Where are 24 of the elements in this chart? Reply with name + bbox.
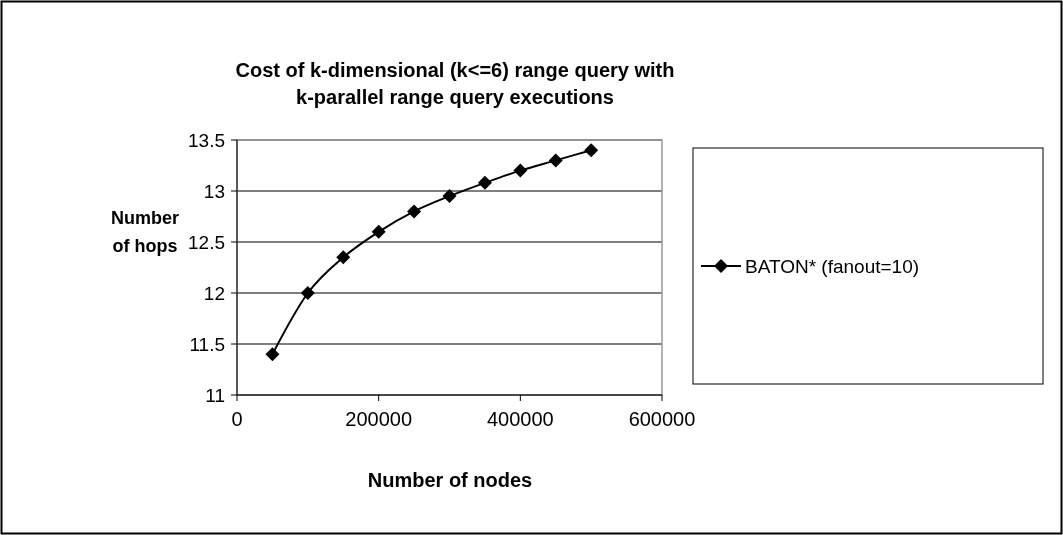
point — [584, 143, 599, 158]
legend-label: BATON* (fanout=10) — [745, 256, 920, 277]
point — [300, 286, 315, 300]
y-tick-label: 11 — [205, 385, 225, 406]
y-tick-label: 12.5 — [188, 232, 225, 253]
x-tick-label: 0 — [231, 408, 243, 430]
y-tick-label: 13.5 — [188, 130, 225, 151]
point — [442, 189, 457, 204]
x-axis-title: Number of nodes — [367, 469, 533, 491]
point — [548, 153, 563, 168]
point — [336, 250, 351, 265]
x-tick-label: 200000 — [345, 408, 413, 430]
point — [265, 347, 280, 362]
point — [407, 204, 422, 219]
point — [513, 163, 528, 178]
chart-title: Cost of k-dimensional (k<=6) range query with k-parallel range query executions — [235, 59, 675, 108]
point — [477, 175, 492, 190]
y-tick-label: 12 — [203, 283, 225, 304]
point — [371, 224, 386, 239]
y-tick-label: 13 — [203, 181, 225, 202]
x-tick-label: 600000 — [628, 408, 696, 430]
x-tick-label: 400000 — [486, 408, 554, 430]
y-tick-label: 11.5 — [189, 334, 225, 355]
y-axis-title: Number of hops — [110, 208, 180, 256]
